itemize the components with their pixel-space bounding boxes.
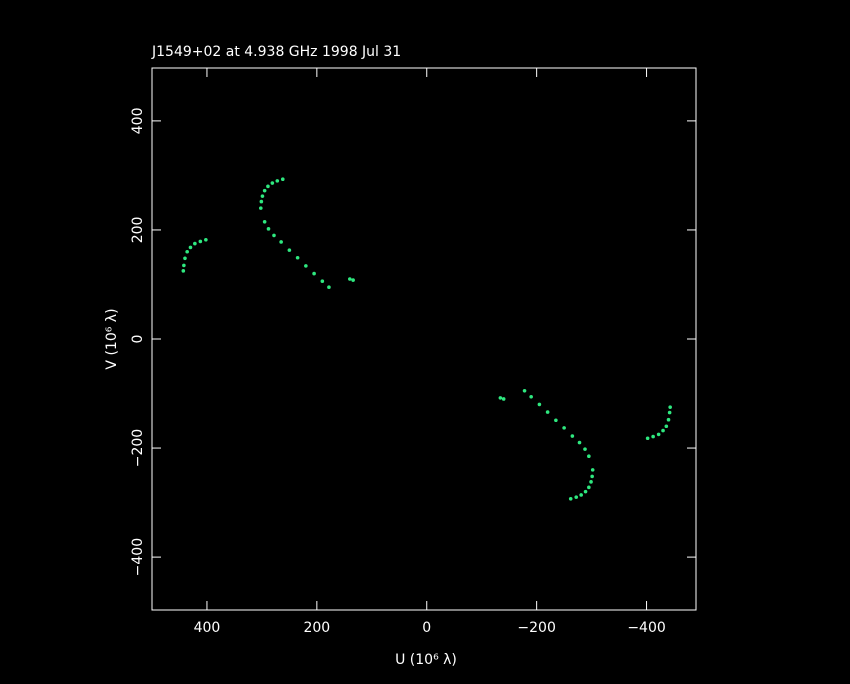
- uv-point: [312, 271, 316, 276]
- uv-point: [545, 410, 550, 414]
- uv-point: [266, 184, 270, 189]
- uv-point: [568, 496, 573, 501]
- uv-point: [587, 454, 591, 459]
- x-axis-label: U (10⁶ λ): [395, 652, 457, 668]
- x-tick-label: 400: [194, 620, 221, 636]
- uv-point: [656, 432, 661, 437]
- uv-point: [554, 418, 558, 423]
- y-tick-label: 200: [130, 217, 146, 244]
- x-tick-label: −200: [517, 620, 555, 636]
- uv-point: [590, 474, 594, 479]
- y-tick-label: 400: [130, 108, 146, 135]
- uv-point: [667, 410, 672, 415]
- uv-point: [661, 428, 665, 433]
- x-tick-label: −400: [627, 620, 665, 636]
- uv-point: [204, 237, 208, 242]
- uv-point: [574, 495, 579, 499]
- uv-point: [260, 194, 265, 198]
- uv-point: [259, 199, 264, 204]
- x-tick-label: 200: [303, 620, 330, 636]
- uv-point: [501, 397, 506, 401]
- y-tick-label: 0: [130, 335, 146, 344]
- uv-point: [645, 436, 650, 441]
- uv-point: [351, 278, 355, 282]
- uv-point: [327, 285, 331, 289]
- uv-point: [193, 241, 197, 246]
- y-axis-label: V (10⁶ λ): [104, 308, 120, 369]
- uv-point: [279, 240, 283, 244]
- chart-title: J1549+02 at 4.938 GHz 1998 Jul 31: [151, 44, 401, 60]
- y-tick-label: −400: [130, 538, 146, 576]
- uv-point: [522, 389, 527, 393]
- uv-point: [529, 394, 533, 399]
- uv-point: [181, 269, 186, 273]
- uv-point: [320, 279, 325, 284]
- uv-point: [583, 447, 587, 451]
- x-tick-label: 0: [422, 620, 431, 636]
- uv-point: [287, 248, 292, 252]
- uv-point: [583, 489, 588, 494]
- uv-point: [272, 233, 276, 238]
- uv-point: [182, 263, 186, 268]
- uv-point: [188, 245, 193, 250]
- uv-point: [498, 396, 503, 400]
- uv-point: [348, 277, 352, 281]
- uv-point: [304, 264, 308, 268]
- uv-point: [262, 188, 267, 193]
- y-tick-label: −200: [130, 429, 146, 467]
- plot-frame: [151, 67, 697, 611]
- uv-point: [577, 440, 582, 445]
- uv-point: [537, 402, 542, 407]
- uv-point: [280, 177, 285, 182]
- uv-point: [266, 227, 271, 231]
- uv-point: [259, 206, 263, 210]
- uv-point: [275, 179, 280, 183]
- uv-point: [270, 181, 275, 185]
- uv-point: [262, 219, 267, 224]
- uv-point: [666, 417, 671, 422]
- uv-point: [590, 468, 595, 472]
- uv-point: [295, 255, 300, 260]
- uv-point: [570, 434, 575, 438]
- uv-point: [589, 480, 593, 484]
- uv-point: [198, 239, 203, 244]
- uv-point: [579, 493, 583, 497]
- uv-point: [668, 405, 672, 409]
- uv-point: [562, 426, 566, 430]
- uv-point: [185, 249, 189, 254]
- uv-point: [587, 485, 591, 490]
- uv-point: [664, 424, 669, 429]
- uv-point: [183, 256, 187, 261]
- uv-point: [651, 434, 655, 439]
